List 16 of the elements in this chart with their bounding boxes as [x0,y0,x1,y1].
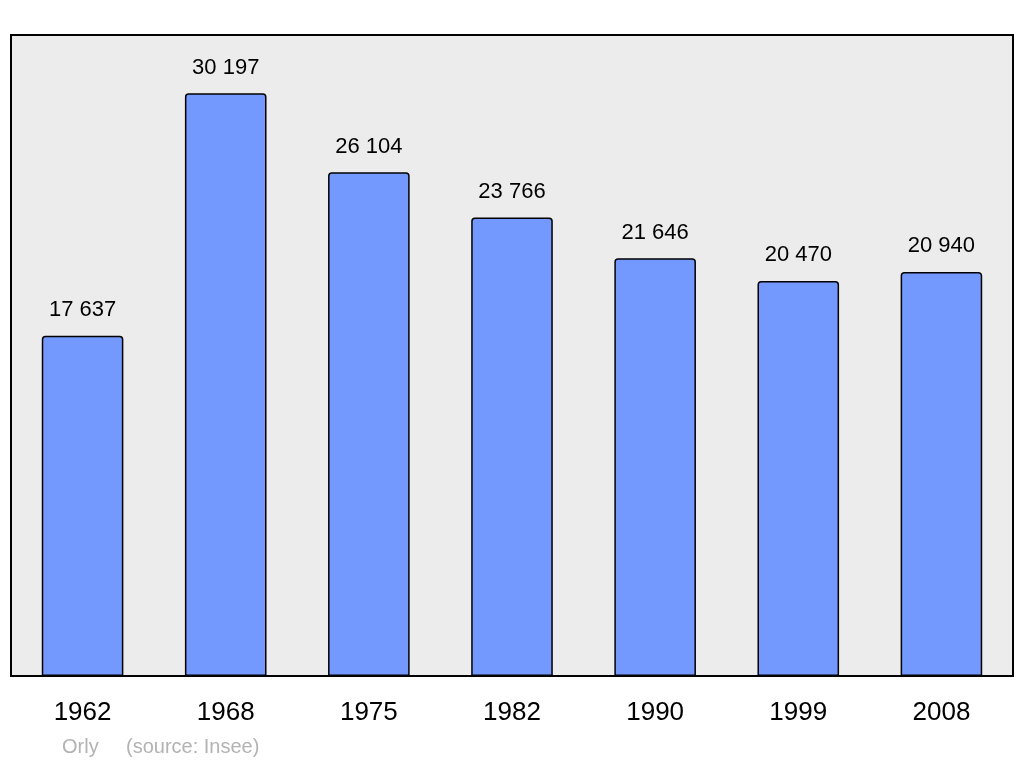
x-tick-label: 1975 [339,696,398,726]
data-label: 20 940 [907,232,976,258]
x-tick-label: 1990 [626,696,685,726]
x-tick-label: 1982 [483,696,541,726]
x-tick-label: 1968 [196,696,255,726]
text: Orly [62,735,99,757]
x-tick-label: 2008 [912,696,971,726]
data-label: 30 197 [192,53,260,79]
data-label: 26 104 [335,132,403,158]
x-tick-label: 1999 [769,696,828,726]
x-tick-label: 1962 [53,696,112,726]
data-label: 21 646 [621,218,689,244]
data-label: 17 637 [48,296,117,322]
text: (source: Insee) [126,735,260,757]
data-label: 20 470 [764,241,832,267]
data-label: 23 766 [478,177,546,203]
